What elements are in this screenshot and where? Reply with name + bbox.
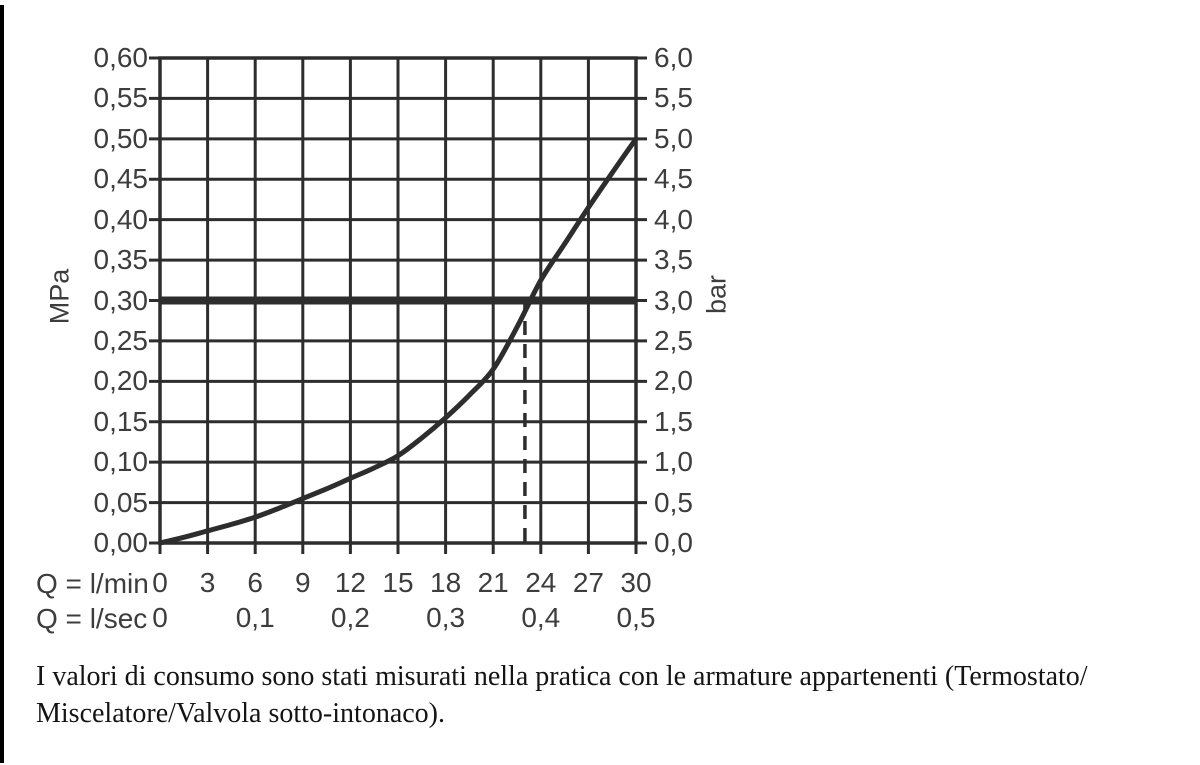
x-lsec-tick-label: 0,5 [616, 602, 656, 633]
y-left-tick-label: 0,50 [93, 122, 149, 154]
y-left-tick-label: 0,30 [93, 284, 149, 316]
y-left-tick-label: 0,40 [93, 203, 149, 235]
x-lmin-tick-label: 3 [199, 567, 216, 598]
y-right-tick-label: 2,0 [654, 365, 693, 397]
y-right-tick-label: 3,5 [654, 244, 693, 276]
y-left-tick-label: 0,20 [93, 365, 149, 397]
flow-pressure-chart: 0,60 0,55 0,50 0,45 0,40 0,35 0,30 0,25 0,20 0,15… [36, 42, 732, 635]
y-left-tick-label: 0,25 [93, 324, 149, 356]
x-lmin-tick-label: 12 [334, 567, 366, 598]
x-lmin-tick-label: 24 [525, 567, 557, 598]
y-left-tick-label: 0,05 [93, 486, 149, 518]
x-lmin-tick-label: 27 [572, 567, 604, 598]
x-lsec-tick-label: 0 [152, 602, 168, 633]
x-lsec-tick-label: 0,4 [521, 602, 561, 633]
y-right-tick-label: 3,0 [654, 284, 693, 316]
x-lsec-tick-label: 0,1 [235, 602, 275, 633]
y-right-tick-label: 5,5 [654, 82, 693, 114]
y-left-tick-label: 0,60 [93, 42, 149, 73]
y-left-tick-label: 0,15 [93, 405, 149, 437]
y-right-tick-label: 1,5 [654, 405, 693, 437]
y-right-tick-label: 0,5 [654, 486, 693, 518]
x-lmin-tick-label: 18 [430, 567, 462, 598]
x-lmin-tick-label: 9 [295, 567, 311, 598]
y-right-tick-label: 6,0 [654, 42, 693, 73]
x-lsec-tick-label: 0,2 [330, 602, 370, 633]
x-lmin-tick-label: 0 [152, 567, 168, 598]
y-left-tick-label: 0,00 [93, 527, 149, 558]
y-right-tick-label: 5,0 [654, 122, 693, 154]
y-right-tick-label: 1,0 [654, 446, 693, 478]
x-lmin-tick-label: 21 [477, 567, 509, 598]
chart-plot-svg [149, 56, 647, 554]
x-lmin-tick-label: 15 [382, 567, 414, 598]
y-left-tick-label: 0,35 [93, 244, 149, 276]
y-left-tick-label: 0,10 [93, 446, 149, 478]
caption-line-1: I valori di consumo sono stati misurati … [36, 661, 1088, 692]
y-axis-right-unit-label: bar [701, 274, 732, 315]
y-axis-left-unit-label: MPa [44, 268, 75, 325]
caption-line-2: Miscelatore/Valvola sotto-intonaco). [36, 698, 445, 729]
y-left-tick-label: 0,45 [93, 163, 149, 195]
y-left-tick-label: 0,55 [93, 82, 149, 114]
y-right-tick-label: 4,5 [654, 163, 693, 195]
y-right-tick-label: 0,0 [654, 527, 693, 558]
y-right-tick-label: 2,5 [654, 324, 693, 356]
x-lmin-tick-label: 6 [247, 567, 263, 598]
y-right-tick-label: 4,0 [654, 203, 693, 235]
x-lmin-tick-label: 30 [620, 567, 652, 598]
page-edge-line [0, 5, 4, 763]
caption: I valori di consumo sono stati misurati … [36, 658, 1186, 732]
x-axis-lmin-label: Q = l/min [36, 568, 149, 599]
x-lsec-tick-label: 0,3 [426, 602, 466, 633]
x-axis-lsec-label: Q = l/sec [36, 603, 148, 634]
